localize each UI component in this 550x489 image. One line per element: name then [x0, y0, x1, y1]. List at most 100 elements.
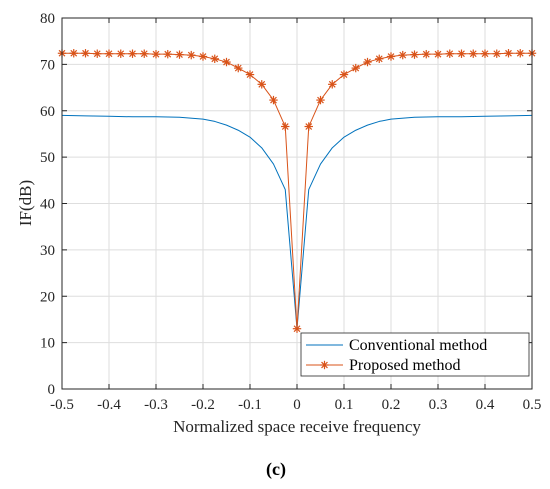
- marker-stroke: [469, 50, 477, 58]
- data-point-marker: [292, 324, 302, 333]
- marker-stroke: [375, 55, 383, 63]
- marker-stroke: [411, 51, 418, 59]
- marker-stroke: [270, 96, 277, 104]
- x-tick-label: 0.4: [476, 397, 495, 413]
- y-tick-label: 50: [40, 150, 55, 166]
- marker-stroke: [82, 49, 89, 57]
- marker-stroke: [199, 53, 207, 60]
- data-point-marker: [140, 49, 149, 58]
- data-point-marker: [339, 70, 349, 79]
- legend-star-icon: [320, 360, 329, 370]
- marker-stroke: [129, 50, 136, 58]
- marker-stroke: [493, 50, 501, 58]
- data-point-marker: [198, 52, 208, 61]
- x-tick-label: -0.1: [238, 397, 262, 413]
- x-tick-label: -0.3: [144, 397, 168, 413]
- marker-stroke: [105, 50, 113, 58]
- data-point-marker: [222, 57, 231, 67]
- data-point-marker: [445, 49, 454, 58]
- data-point-marker: [104, 49, 114, 58]
- data-point-marker: [93, 49, 102, 58]
- marker-stroke: [140, 50, 148, 58]
- x-axis-label: Normalized space receive frequency: [173, 417, 421, 436]
- legend: Conventional method Proposed method: [300, 332, 530, 377]
- data-point-marker: [269, 95, 278, 105]
- marker-stroke: [293, 325, 301, 333]
- data-point-marker: [316, 95, 325, 105]
- marker-stroke: [187, 51, 195, 59]
- marker-stroke: [317, 96, 324, 104]
- data-point-marker: [363, 57, 372, 67]
- data-point-marker: [187, 50, 196, 60]
- data-point-marker: [422, 49, 431, 59]
- marker-stroke: [117, 50, 125, 58]
- data-point-marker: [234, 63, 243, 73]
- marker-stroke: [281, 123, 289, 130]
- x-tick-label: -0.4: [97, 397, 121, 413]
- legend-label-conventional: Conventional method: [349, 337, 487, 354]
- marker-stroke: [152, 50, 160, 58]
- data-point-marker: [281, 122, 290, 131]
- marker-stroke: [164, 50, 172, 58]
- x-tick-label: 0.3: [429, 397, 448, 413]
- marker-stroke: [176, 51, 183, 59]
- data-point-marker: [210, 54, 219, 64]
- data-point-marker: [257, 80, 266, 89]
- data-point-marker: [375, 54, 384, 64]
- data-point-marker: [469, 49, 478, 58]
- y-tick-label: 40: [40, 197, 55, 213]
- x-tick-label: 0.5: [523, 397, 542, 413]
- data-point-marker: [351, 63, 360, 73]
- y-tick-label: 30: [40, 243, 55, 259]
- axis-ticks: -0.5 -0.4 -0.3 -0.2 -0.1 0 0.1 0.2 0.3 0.4 0.5 0 10 2…: [40, 11, 541, 413]
- data-point-marker: [398, 50, 407, 60]
- data-point-marker: [516, 49, 525, 58]
- marker-stroke: [422, 50, 430, 58]
- y-tick-label: 60: [40, 104, 55, 120]
- data-point-marker: [386, 52, 396, 61]
- marker-stroke: [321, 361, 328, 369]
- y-tick-label: 80: [40, 11, 55, 27]
- data-point-marker: [163, 49, 172, 59]
- data-point-marker: [128, 49, 137, 58]
- marker-stroke: [70, 49, 78, 57]
- marker-stroke: [505, 49, 512, 57]
- data-point-marker: [69, 49, 78, 58]
- data-point-marker: [304, 122, 313, 131]
- marker-stroke: [387, 53, 395, 60]
- data-point-marker: [433, 49, 443, 59]
- marker-stroke: [340, 71, 348, 78]
- marker-stroke: [234, 64, 242, 72]
- y-tick-label: 0: [48, 382, 56, 398]
- x-tick-label: 0.2: [382, 397, 401, 413]
- marker-stroke: [211, 55, 219, 63]
- data-point-marker: [81, 49, 90, 58]
- marker-stroke: [328, 80, 336, 88]
- marker-stroke: [93, 50, 101, 58]
- marker-stroke: [458, 50, 465, 58]
- data-point-marker: [480, 49, 490, 58]
- y-tick-label: 20: [40, 289, 55, 305]
- data-point-marker: [410, 50, 419, 59]
- data-point-marker: [492, 49, 501, 58]
- data-point-marker: [457, 49, 466, 58]
- legend-marker-proposed: [320, 360, 329, 370]
- marker-stroke: [516, 49, 524, 57]
- marker-stroke: [481, 50, 489, 58]
- data-point-marker: [175, 50, 184, 59]
- marker-stroke: [399, 51, 407, 59]
- marker-stroke: [305, 123, 313, 130]
- data-point-marker: [504, 49, 513, 58]
- data-point-marker: [116, 49, 125, 58]
- marker-stroke: [258, 80, 266, 88]
- data-point-marker: [328, 80, 337, 89]
- marker-stroke: [352, 64, 360, 72]
- legend-box: [300, 332, 530, 377]
- x-tick-label: -0.2: [191, 397, 215, 413]
- y-tick-label: 70: [40, 57, 55, 73]
- marker-stroke: [446, 50, 454, 58]
- marker-stroke: [246, 71, 254, 78]
- marker-stroke: [364, 58, 371, 66]
- y-axis-label: IF(dB): [16, 180, 35, 226]
- x-tick-label: 0.1: [335, 397, 354, 413]
